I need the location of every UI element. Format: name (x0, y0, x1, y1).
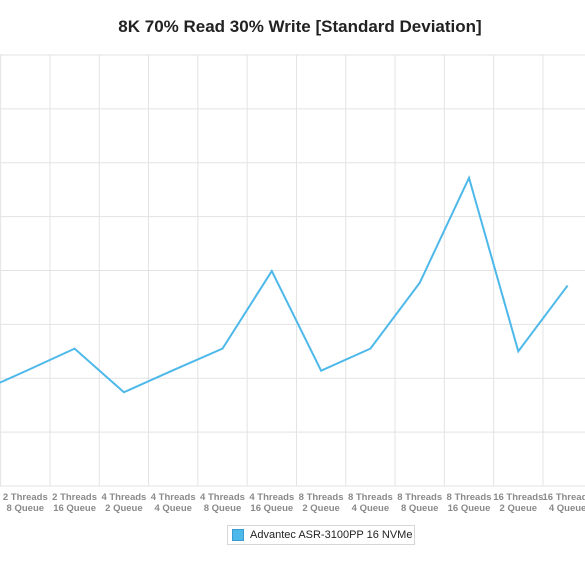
series-lines (0, 174, 569, 394)
legend-swatch (232, 529, 244, 541)
x-tick-label: 2 Threads 8 Queue (3, 492, 48, 514)
x-tick-label: 16 Threads 2 Queue (493, 492, 543, 514)
x-tick-label: 8 Threads 2 Queue (299, 492, 344, 514)
x-tick-label: 2 Threads 16 Queue (52, 492, 97, 514)
x-tick-label: 4 Threads 4 Queue (151, 492, 196, 514)
grid (0, 54, 585, 487)
x-tick-label: 8 Threads 4 Queue (348, 492, 393, 514)
chart-title: 8K 70% Read 30% Write [Standard Deviatio… (118, 17, 482, 36)
x-tick-label: 4 Threads 16 Queue (249, 492, 294, 514)
legend-label: Advantec ASR-3100PP 16 NVMe (250, 529, 413, 541)
x-tick-label: 4 Threads 8 Queue (200, 492, 245, 514)
legend[interactable]: Advantec ASR-3100PP 16 NVMe (227, 525, 415, 545)
x-tick-label: 4 Threads 2 Queue (101, 492, 146, 514)
x-tick-label: 8 Threads 16 Queue (447, 492, 492, 514)
series-line (0, 174, 569, 394)
x-tick-label: 8 Threads 8 Queue (397, 492, 442, 514)
